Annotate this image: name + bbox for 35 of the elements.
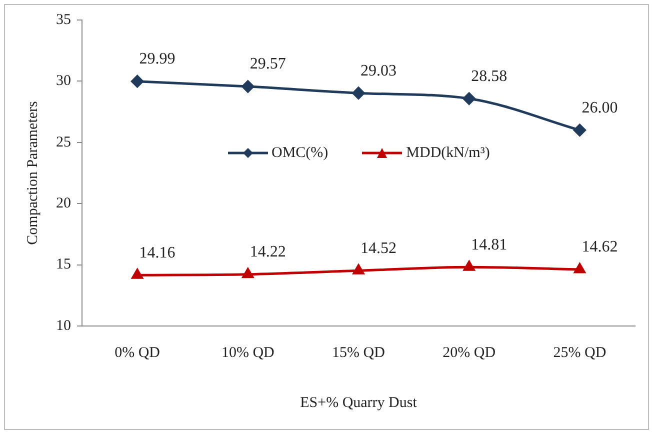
data-label: 26.00 (582, 99, 618, 116)
point (464, 260, 475, 271)
point (242, 268, 254, 278)
point (131, 75, 144, 88)
legend-label: OMC(%) (272, 144, 328, 162)
point (462, 92, 476, 105)
data-label: 14.81 (471, 236, 508, 254)
x-axis-title: ES+% Quarry Dust (300, 394, 418, 411)
legend-label: MDD(kN/m³) (406, 144, 490, 162)
point (132, 268, 143, 279)
y-tick-label: 15 (56, 256, 71, 273)
x-tick-label: 15% QD (332, 344, 386, 361)
x-tick-label: 0% QD (114, 344, 160, 361)
data-label: 14.22 (250, 244, 286, 261)
data-label: 28.58 (471, 68, 508, 85)
x-tick-label: 10% QD (221, 344, 275, 361)
point (574, 263, 586, 274)
data-label: 14.62 (582, 238, 618, 256)
data-label: 14.16 (139, 244, 176, 262)
point (352, 264, 364, 274)
data-label: 14.52 (360, 240, 396, 257)
point (352, 86, 365, 100)
y-tick-label: 10 (56, 318, 71, 334)
y-tick-label: 30 (56, 73, 71, 90)
data-label: 29.03 (360, 62, 396, 80)
y-tick-label: 35 (56, 12, 71, 28)
y-tick-label: 25 (56, 134, 71, 150)
data-label: 29.57 (250, 56, 286, 73)
point (573, 124, 586, 136)
y-axis-title: Compaction Parameters (24, 100, 41, 245)
x-tick-label: 25% QD (553, 344, 606, 361)
x-tick-label: 20% QD (442, 344, 496, 361)
y-tick-label: 20 (56, 196, 71, 212)
point (242, 80, 254, 93)
data-label: 29.99 (139, 50, 176, 68)
